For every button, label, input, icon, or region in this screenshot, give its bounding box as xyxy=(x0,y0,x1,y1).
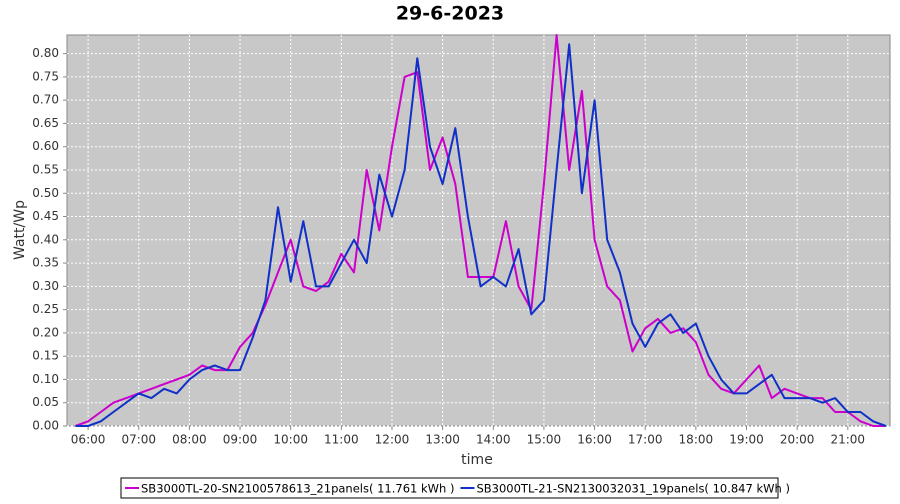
legend-label: SB3000TL-20-SN2100578613_21panels( 11.76… xyxy=(141,482,454,496)
x-axis-label: time xyxy=(461,452,493,468)
y-tick-label: 0.40 xyxy=(32,232,59,246)
y-tick-label: 0.15 xyxy=(32,349,59,363)
chart-title: 29-6-2023 xyxy=(396,3,504,25)
y-tick-label: 0.45 xyxy=(32,209,59,223)
x-tick-label: 16:00 xyxy=(577,433,612,447)
x-tick-label: 20:00 xyxy=(780,433,815,447)
x-tick-label: 06:00 xyxy=(71,433,106,447)
series-line xyxy=(75,34,886,427)
series-line xyxy=(75,43,887,427)
x-tick-label: 17:00 xyxy=(628,433,663,447)
x-tick-label: 12:00 xyxy=(375,433,410,447)
x-tick-label: 10:00 xyxy=(273,433,308,447)
x-tick-label: 15:00 xyxy=(527,433,562,447)
y-tick-label: 0.10 xyxy=(32,372,59,386)
y-tick-label: 0.65 xyxy=(32,116,59,130)
x-tick-label: 19:00 xyxy=(729,433,764,447)
x-tick-label: 07:00 xyxy=(121,433,156,447)
plot-area xyxy=(66,34,891,427)
x-tick-label: 09:00 xyxy=(223,433,258,447)
x-tick-label: 14:00 xyxy=(476,433,511,447)
x-tick-label: 08:00 xyxy=(172,433,207,447)
y-tick-label: 0.05 xyxy=(32,395,59,409)
y-tick-label: 0.00 xyxy=(32,419,59,433)
y-tick-label: 0.80 xyxy=(32,46,59,60)
y-tick-label: 0.70 xyxy=(32,93,59,107)
legend xyxy=(120,477,779,499)
y-tick-label: 0.25 xyxy=(32,302,59,316)
x-tick-label: 13:00 xyxy=(425,433,460,447)
y-tick-label: 0.30 xyxy=(32,279,59,293)
y-tick-label: 0.55 xyxy=(32,162,59,176)
y-tick-label: 0.35 xyxy=(32,256,59,270)
y-tick-label: 0.75 xyxy=(32,69,59,83)
y-tick-label: 0.60 xyxy=(32,139,59,153)
y-axis-label: Watt/Wp xyxy=(12,200,28,260)
x-tick-label: 18:00 xyxy=(679,433,714,447)
x-tick-label: 11:00 xyxy=(324,433,359,447)
y-tick-label: 0.50 xyxy=(32,186,59,200)
x-tick-label: 21:00 xyxy=(830,433,865,447)
legend-label: SB3000TL-21-SN2130032031_19panels( 10.84… xyxy=(476,482,789,496)
y-tick-label: 0.20 xyxy=(32,325,59,339)
